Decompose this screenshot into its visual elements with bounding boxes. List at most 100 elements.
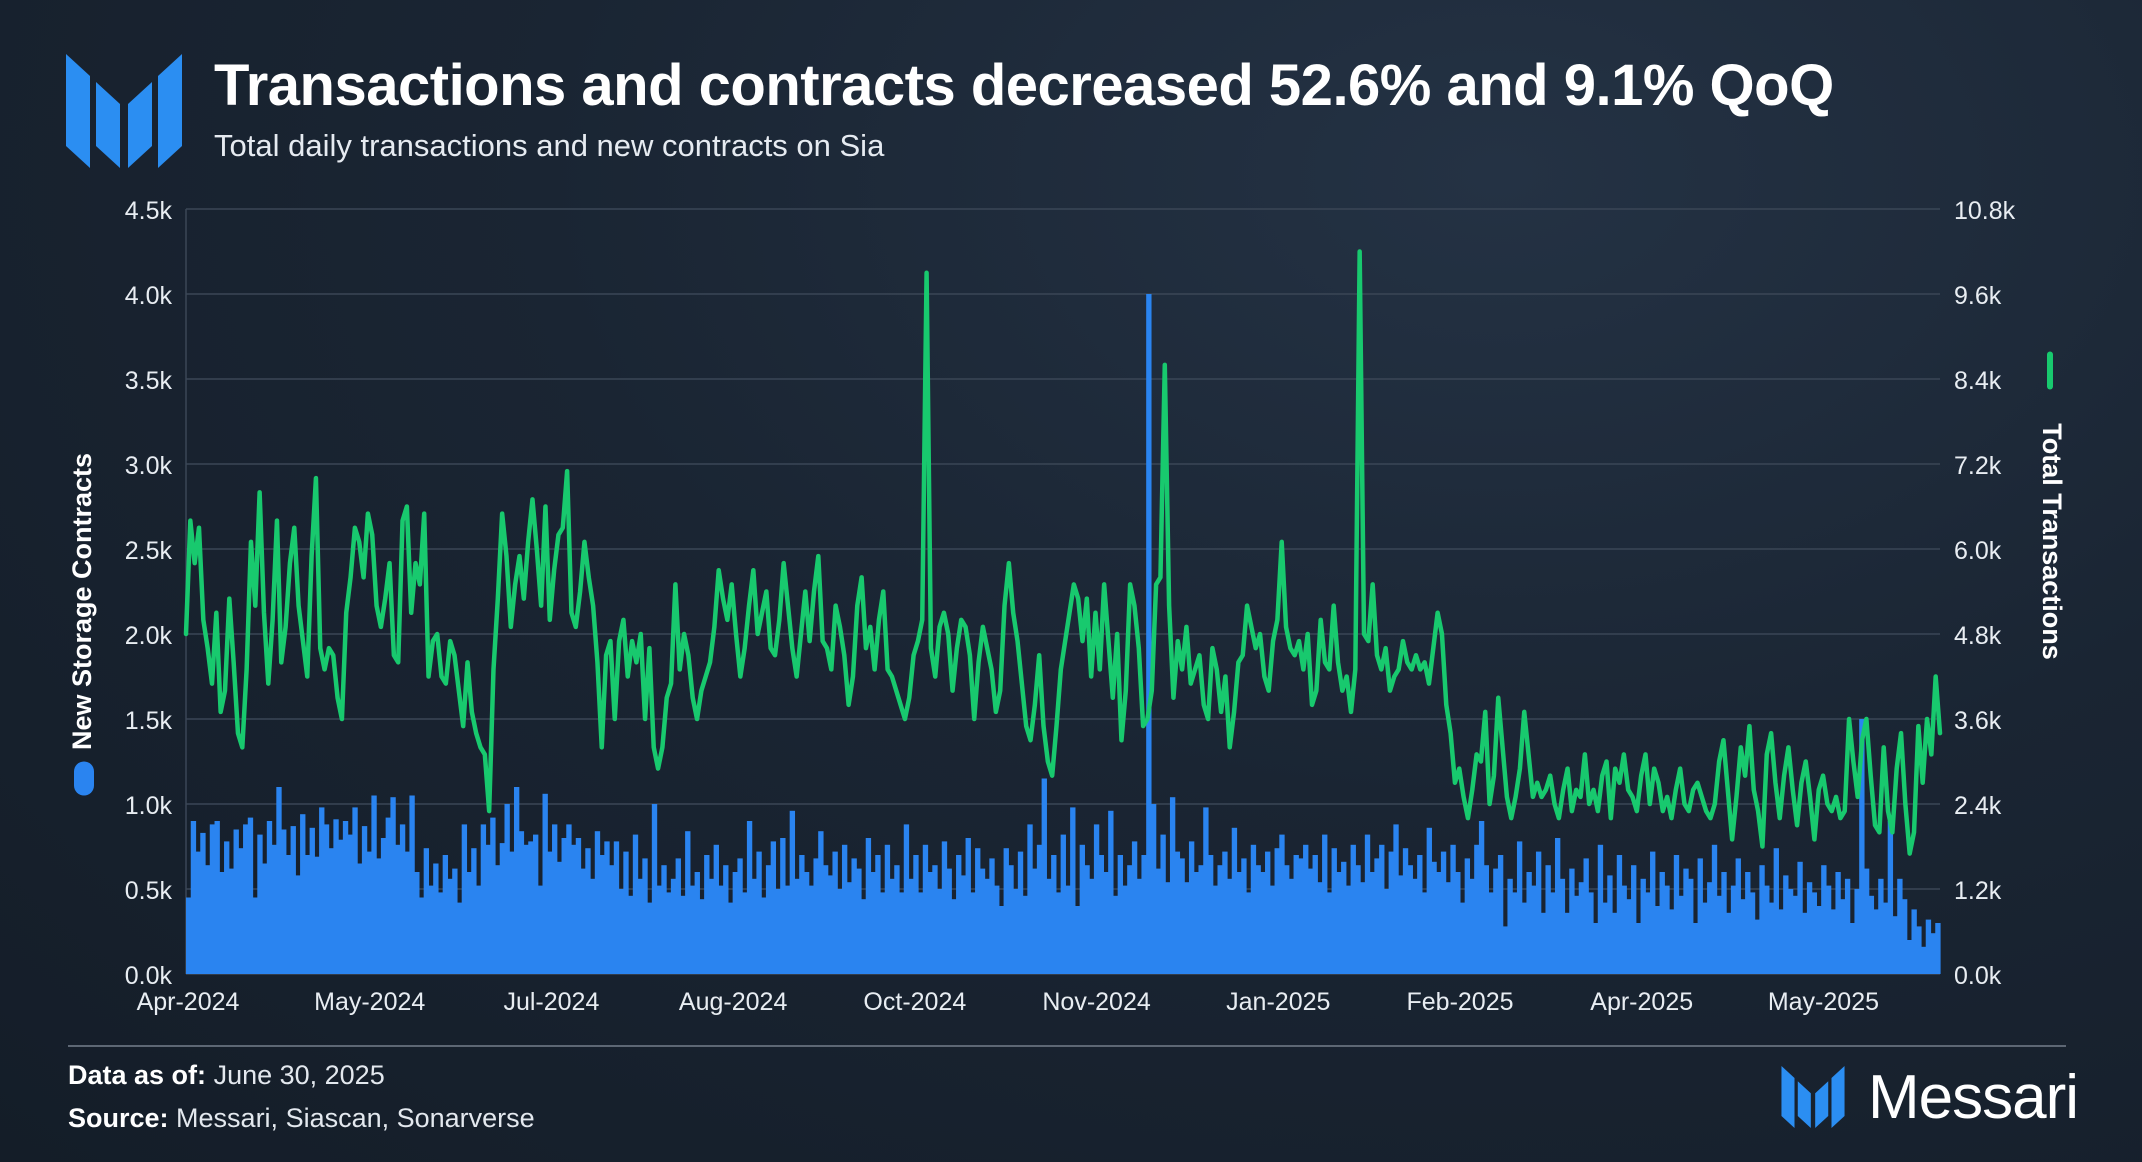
contracts-bar xyxy=(566,824,572,974)
contracts-bar xyxy=(984,878,990,974)
contracts-bar xyxy=(1198,865,1204,974)
contracts-bar xyxy=(989,858,995,974)
contracts-bar xyxy=(1749,892,1756,974)
contracts-bar xyxy=(1602,902,1608,974)
right-axis-title: Total Transactions xyxy=(2037,423,2067,660)
contracts-bar xyxy=(609,865,615,974)
contracts-bar xyxy=(376,858,382,974)
contracts-bar xyxy=(1835,872,1841,974)
contracts-bar xyxy=(281,829,287,974)
contracts-bar xyxy=(841,844,848,974)
contracts-bar xyxy=(552,824,558,974)
contracts-bar xyxy=(1421,892,1428,974)
contracts-bar xyxy=(870,872,876,974)
messari-brand-icon xyxy=(1781,1066,1845,1128)
data-as-of-label: Data as of: xyxy=(68,1060,207,1090)
contracts-bar xyxy=(580,868,586,974)
contracts-bar xyxy=(542,793,548,974)
contracts-bar xyxy=(1707,882,1713,974)
contracts-bar xyxy=(751,878,757,974)
contracts-bar xyxy=(328,848,334,974)
contracts-bar xyxy=(1055,892,1062,974)
contracts-bar xyxy=(1469,878,1475,974)
contracts-bar xyxy=(471,848,477,974)
contracts-bar xyxy=(1179,858,1185,974)
x-tick-label: May-2025 xyxy=(1768,988,1879,1016)
contracts-bar xyxy=(1645,892,1651,974)
x-tick-label: Jul-2024 xyxy=(503,988,599,1016)
contracts-bar xyxy=(1350,844,1356,974)
contracts-bar xyxy=(1274,848,1280,974)
contracts-bar xyxy=(1336,872,1342,974)
right-tick-label: 0.0k xyxy=(1954,962,2002,990)
contracts-bar xyxy=(1873,909,1879,974)
contracts-bar xyxy=(1207,855,1214,974)
contracts-bar xyxy=(946,868,952,974)
contracts-bar xyxy=(1383,889,1390,974)
contracts-bar xyxy=(604,841,610,974)
contracts-bar xyxy=(433,863,439,974)
contracts-bar xyxy=(262,863,268,974)
contracts-bar xyxy=(509,851,515,974)
source-label: Source: xyxy=(68,1103,169,1133)
contracts-bar xyxy=(466,872,472,974)
contracts-bar xyxy=(775,889,781,974)
contracts-bar xyxy=(224,841,230,974)
contracts-bar xyxy=(1892,916,1898,974)
contracts-bar xyxy=(846,882,853,974)
contracts-bar xyxy=(803,872,810,974)
contracts-bar xyxy=(1013,889,1019,974)
contracts-bar xyxy=(1027,824,1033,974)
contracts-bar xyxy=(1364,834,1371,974)
chart-title: Transactions and contracts decreased 52.… xyxy=(214,53,1834,118)
contracts-bar xyxy=(647,902,653,974)
contracts-bar xyxy=(628,895,634,974)
contracts-bar xyxy=(1754,919,1760,974)
contracts-bar xyxy=(1588,892,1594,974)
contracts-bar xyxy=(1369,872,1375,974)
data-as-of-value: June 30, 2025 xyxy=(213,1060,385,1090)
left-tick-label: 1.0k xyxy=(125,792,173,820)
contracts-bar xyxy=(1393,824,1399,974)
contracts-bar xyxy=(461,824,468,974)
contracts-bar xyxy=(1070,807,1076,974)
contracts-bar xyxy=(894,865,900,974)
contracts-bar xyxy=(941,841,948,974)
contracts-bar xyxy=(799,855,805,974)
contracts-bar xyxy=(1169,797,1176,974)
contracts-bar xyxy=(1174,851,1181,974)
contracts-bar xyxy=(737,858,743,974)
contracts-bar xyxy=(437,892,444,974)
contracts-bar xyxy=(670,878,677,974)
contracts-bar xyxy=(1716,895,1722,974)
brand-name: Messari xyxy=(1867,1062,2079,1132)
right-tick-label: 8.4k xyxy=(1954,367,2002,395)
contracts-bar xyxy=(1236,872,1242,974)
contracts-bar xyxy=(285,855,292,974)
transactions-line xyxy=(183,249,1943,856)
contracts-bar xyxy=(1317,882,1323,974)
brand: Messari xyxy=(1780,1062,2079,1132)
contracts-bar xyxy=(1255,865,1261,974)
transactions-legend-marker xyxy=(2047,351,2053,390)
contracts-bar xyxy=(1612,912,1618,974)
contracts-bar xyxy=(1640,878,1646,974)
contracts-bar xyxy=(875,855,881,974)
contracts-bar xyxy=(1778,909,1784,974)
contracts-bar xyxy=(1540,912,1547,974)
contracts-bar xyxy=(1417,855,1423,974)
contracts-bar xyxy=(879,892,886,974)
contracts-legend-marker xyxy=(74,761,94,796)
contracts-bar xyxy=(523,844,529,974)
contracts-bar xyxy=(499,843,506,974)
left-tick-label: 3.5k xyxy=(125,367,173,395)
contracts-bar xyxy=(252,897,258,974)
contracts-bar xyxy=(1507,878,1513,974)
left-tick-label: 4.0k xyxy=(125,282,173,310)
contracts-bar xyxy=(1887,821,1894,974)
contracts-bar xyxy=(637,878,643,974)
contracts-bar xyxy=(1079,844,1085,974)
contracts-bar xyxy=(243,824,249,974)
contracts-bar xyxy=(309,827,315,974)
contracts-bar xyxy=(1474,844,1480,974)
